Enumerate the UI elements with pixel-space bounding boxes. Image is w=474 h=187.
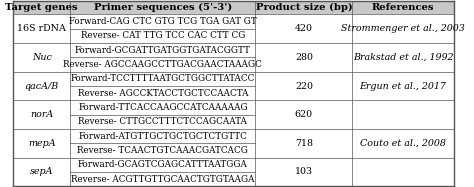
FancyBboxPatch shape [13,1,454,14]
Text: mepA: mepA [28,139,55,148]
Text: Target genes: Target genes [6,3,78,12]
Text: Reverse- ACGTTGTTGCAACTGTGTAAGA: Reverse- ACGTTGTTGCAACTGTGTAAGA [71,175,255,184]
Text: 220: 220 [295,82,313,91]
Text: Forward-TCCTTTTAATGCTGGCTTATACC: Forward-TCCTTTTAATGCTGGCTTATACC [71,74,255,83]
Text: 420: 420 [295,24,313,33]
Text: Reverse- AGCCKTACCTGCTCCAACTA: Reverse- AGCCKTACCTGCTCCAACTA [78,89,248,98]
Text: 280: 280 [295,53,313,62]
Text: 620: 620 [295,110,313,119]
Text: Primer sequences (5'-3'): Primer sequences (5'-3') [94,3,232,12]
Text: Forward-GCGATTGATGGTGATACGGTT: Forward-GCGATTGATGGTGATACGGTT [75,46,251,55]
Text: Reverse- TCAACTGTCAAACGATCACG: Reverse- TCAACTGTCAAACGATCACG [77,146,248,155]
Text: Strommenger et al., 2003: Strommenger et al., 2003 [341,24,465,33]
Text: 16S rDNA: 16S rDNA [18,24,66,33]
Text: 718: 718 [295,139,313,148]
Text: Brakstad et al., 1992: Brakstad et al., 1992 [353,53,453,62]
Text: Nuc: Nuc [32,53,52,62]
Text: References: References [372,3,434,12]
Text: Couto et al., 2008: Couto et al., 2008 [360,139,446,148]
Text: Ergun et al., 2017: Ergun et al., 2017 [360,82,447,91]
Text: qacA/B: qacA/B [25,82,59,91]
Text: Reverse- CAT TTG TCC CAC CTT CG: Reverse- CAT TTG TCC CAC CTT CG [81,31,245,40]
Text: Product size (bp): Product size (bp) [255,3,352,12]
Text: Forward-TTCACCAAGCCATCAAAAAG: Forward-TTCACCAAGCCATCAAAAAG [78,103,248,112]
Text: Reverse- AGCCAAGCCTTGACGAACTAAAGC: Reverse- AGCCAAGCCTTGACGAACTAAAGC [64,60,262,69]
Text: Forward-GCAGTCGAGCATTTAATGGA: Forward-GCAGTCGAGCATTTAATGGA [78,160,248,169]
Text: Forward-ATGTTGCTGCTGCTCTGTTC: Forward-ATGTTGCTGCTGCTCTGTTC [79,132,247,141]
Text: 103: 103 [295,168,313,177]
Text: sepA: sepA [30,168,54,177]
Text: Forward-CAG CTC GTG TCG TGA GAT GT: Forward-CAG CTC GTG TCG TGA GAT GT [69,17,257,26]
Text: norA: norA [30,110,54,119]
Text: Reverse- CTTGCCTTTCTCCAGCAATA: Reverse- CTTGCCTTTCTCCAGCAATA [79,117,247,126]
